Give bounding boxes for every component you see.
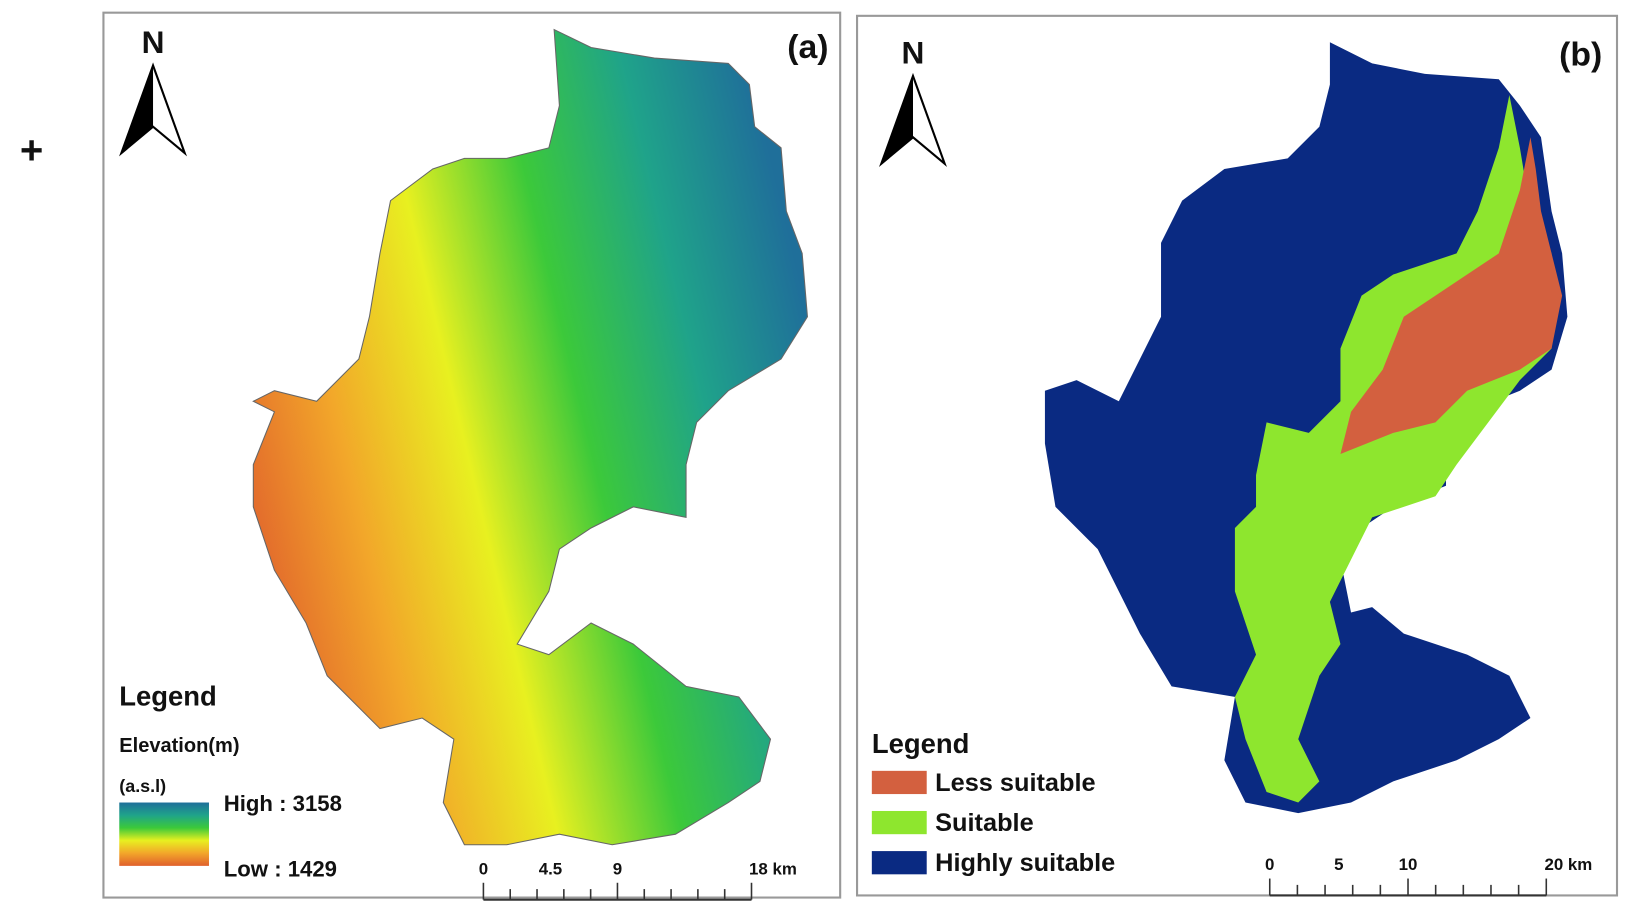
highly-suitable-area: [1044, 42, 1568, 814]
legend-title: Legend: [119, 680, 217, 711]
scale-label: 10: [1399, 855, 1418, 874]
legend-swatch: [871, 851, 927, 875]
legend-high: High : 3158: [224, 791, 342, 816]
legend-subtitle: (a.s.l): [119, 776, 166, 796]
scale-label: 9: [613, 859, 622, 878]
scale-bar: 0 5 10 20 km: [1265, 855, 1592, 897]
scale-label: 5: [1334, 855, 1343, 874]
plus-sign: +: [20, 129, 43, 173]
panel-label: (b): [1559, 35, 1602, 73]
north-label: N: [902, 34, 925, 70]
scale-label: 18 km: [749, 859, 797, 878]
north-label: N: [142, 24, 165, 60]
legend: Less suitable Suitable Highly suitable: [871, 769, 1115, 877]
north-arrow-half: [121, 65, 154, 154]
scale-label: 4.5: [539, 859, 562, 878]
legend-title: Legend: [872, 728, 970, 759]
panel-frame: [855, 14, 1619, 897]
legend-subtitle: Elevation(m): [119, 735, 239, 757]
scale-bar: 0 4.5 9 18 km: [479, 859, 797, 901]
panel-frame: [102, 11, 842, 899]
scale-label: 0: [1265, 855, 1274, 874]
legend-low: Low : 1429: [224, 856, 337, 881]
legend-swatch: [871, 810, 927, 835]
legend-label: Less suitable: [935, 769, 1095, 797]
legend-swatch: [871, 770, 927, 795]
elevation-map: [252, 28, 808, 846]
panel-label: (a): [787, 28, 828, 66]
less-suitable-area: [1340, 137, 1563, 455]
legend-gradient: [119, 802, 209, 866]
legend-label: Highly suitable: [935, 849, 1115, 877]
scale-label: 0: [479, 859, 488, 878]
legend-label: Suitable: [935, 809, 1034, 837]
scale-label: 20 km: [1544, 855, 1592, 874]
